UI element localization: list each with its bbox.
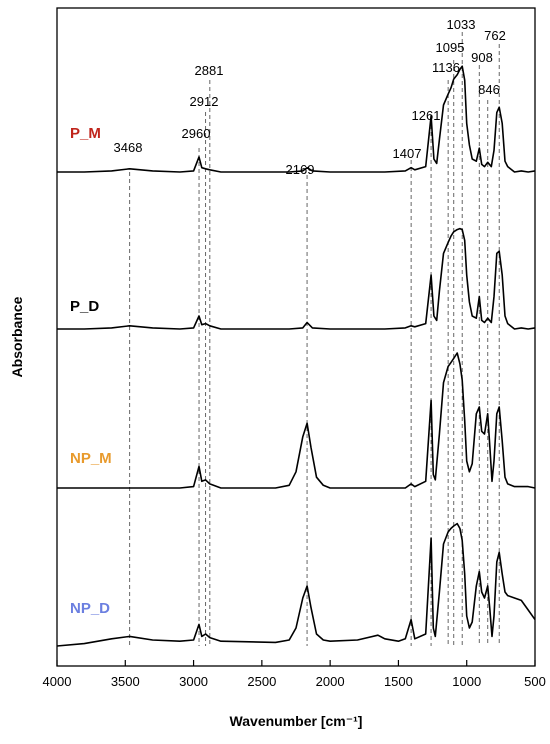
series-label-p-m: P_M [70,125,101,142]
peak-label: 908 [471,50,493,65]
peak-labels: 3468 2960 2912 2881 2169 1407 1261 1136 1095 1033… [114,17,506,177]
x-tick-label: 2000 [316,674,345,689]
series-label-np-d: NP_D [70,600,110,617]
x-axis-ticks: 4000 3500 3000 2500 2000 1500 1000 500 [43,660,546,689]
plot-frame [56,7,536,667]
spectrum-line-p-d [57,227,536,330]
peak-label: 2169 [286,162,315,177]
peak-label: 762 [484,28,506,43]
peak-label: 2881 [195,63,224,78]
peak-label: 3468 [114,140,143,155]
x-tick-label: 3500 [111,674,140,689]
x-tick-label: 500 [524,674,546,689]
x-tick-label: 1500 [384,674,413,689]
series-label-np-m: NP_M [70,450,112,467]
peak-label: 846 [478,82,500,97]
series-label-p-d: P_D [70,298,99,315]
spectrum-line-np-m [57,352,536,489]
peak-label: 1033 [447,17,476,32]
spectrum-line-p-m [57,65,536,173]
peak-label: 1136 [432,60,460,75]
y-axis-title: Absorbance [9,296,25,377]
x-tick-label: 1000 [452,674,481,689]
peak-label: 1407 [393,146,422,161]
x-tick-label: 3000 [179,674,208,689]
spectra [56,65,536,647]
sample-labels: P_M P_D NP_M NP_D [70,125,112,617]
x-tick-label: 4000 [43,674,72,689]
spectrum-line-np-d [56,522,536,647]
peak-label: 2960 [182,126,211,141]
peak-guide-lines [129,32,500,646]
x-tick-label: 2500 [247,674,276,689]
peak-label: 1095 [436,40,465,55]
peak-label: 2912 [190,94,219,109]
peak-label: 1261 [412,108,441,123]
x-axis-title: Wavenumber [cm⁻¹] [230,713,363,729]
